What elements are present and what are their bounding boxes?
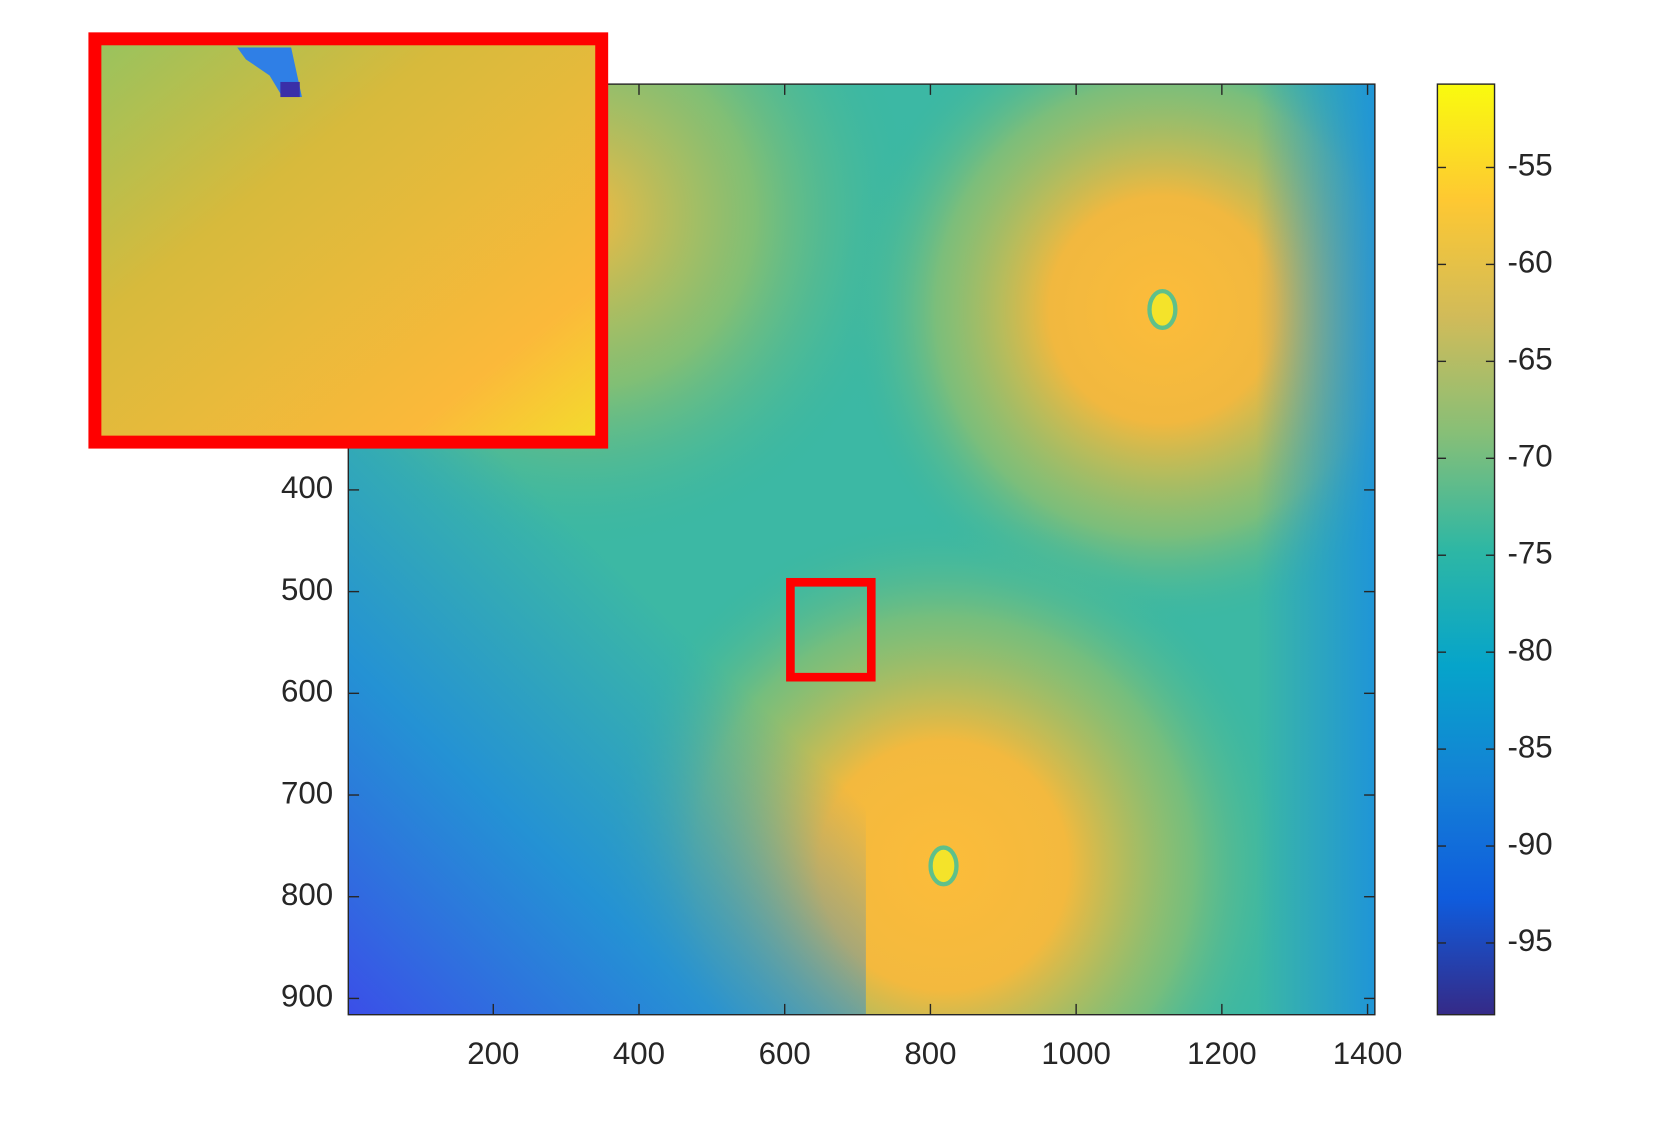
colorbar: -95 -90 -85 -80 -75 -70 -65 -60 -55 [1436, 83, 1553, 1016]
x-tick-label: 1000 [1041, 1036, 1111, 1071]
x-tick-label: 1200 [1187, 1036, 1257, 1071]
y-tick-label: 800 [281, 877, 333, 912]
colorbar-tick-label: -90 [1507, 826, 1552, 861]
x-tick-label: 400 [613, 1036, 665, 1071]
x-tick-label: 1400 [1333, 1036, 1403, 1071]
colorbar-tick-label: -75 [1507, 535, 1552, 570]
y-tick-label: 900 [281, 979, 333, 1014]
colorbar-tick-label: -70 [1507, 439, 1552, 474]
x-tick-label: 800 [904, 1036, 956, 1071]
y-tick-label: 400 [281, 470, 333, 505]
colorbar-tick-label: -55 [1507, 148, 1552, 183]
axes: 200 400 600 800 1000 1200 1400 400 500 600 700 800 9… [281, 83, 1403, 1071]
y-tick-label: 700 [281, 775, 333, 810]
heatmap [348, 84, 1375, 1015]
x-tick-label: 600 [759, 1036, 811, 1071]
colorbar-tick-label: -80 [1507, 632, 1552, 667]
y-tick-label: 600 [281, 674, 333, 709]
y-tick-label: 500 [281, 572, 333, 607]
x-tick-label: 200 [467, 1036, 519, 1071]
colorbar-tick-label: -85 [1507, 729, 1552, 764]
colorbar-tick-label: -95 [1507, 923, 1552, 958]
colorbar-tick-label: -60 [1507, 245, 1552, 280]
zoom-inset [88, 32, 609, 449]
colorbar-tick-label: -65 [1507, 342, 1552, 377]
